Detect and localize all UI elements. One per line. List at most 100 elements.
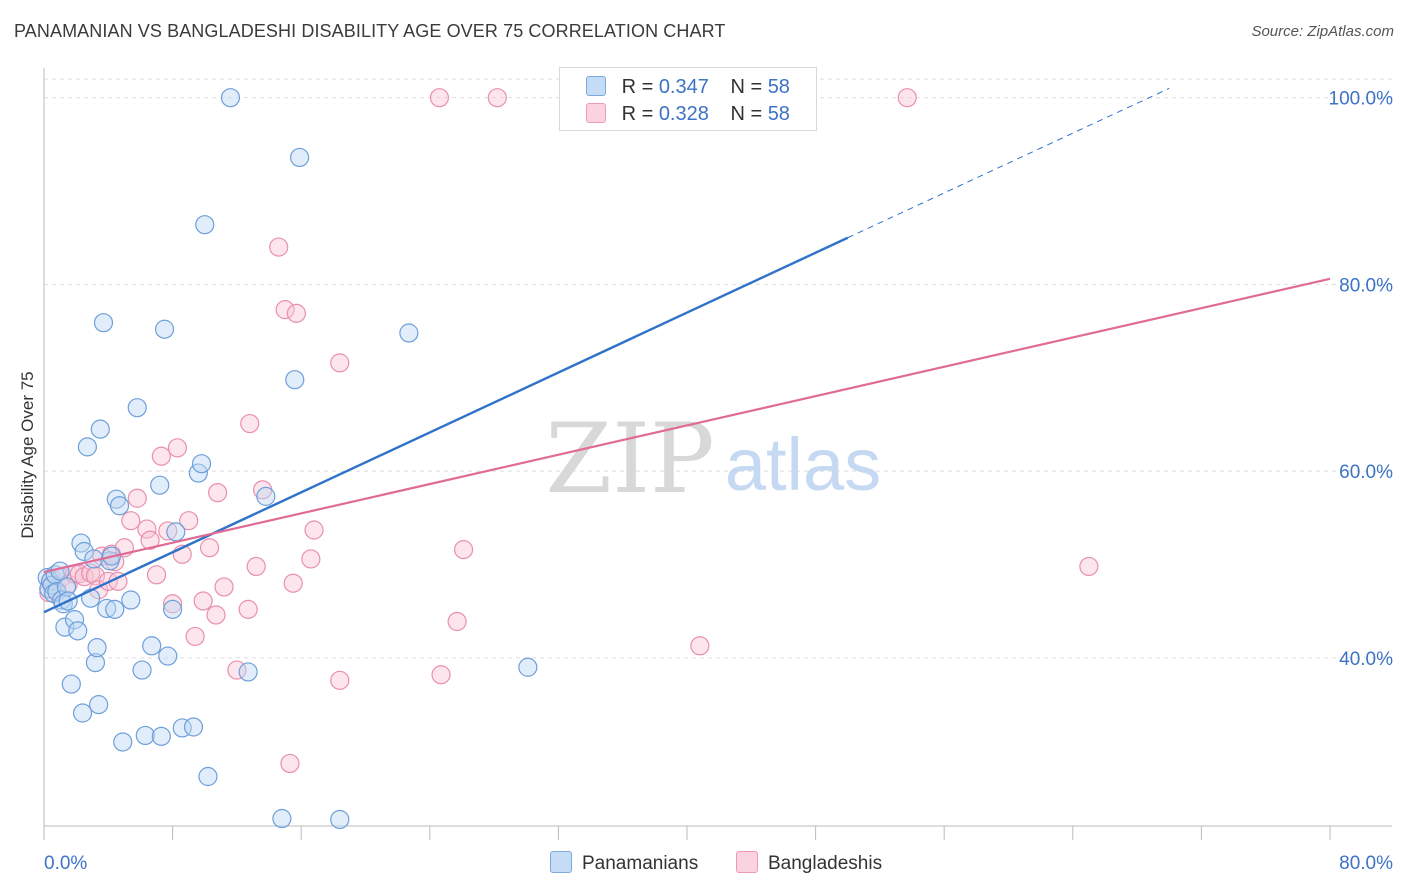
- panamanian-point: [72, 703, 93, 723]
- bangladeshi-point: [240, 413, 260, 434]
- panamanian-point: [121, 590, 141, 610]
- panamanian-point: [81, 588, 101, 608]
- bangladeshi-point: [179, 511, 199, 531]
- bangladeshi-point: [185, 626, 205, 647]
- panamanian-point: [330, 809, 350, 830]
- legend-swatch-blue: [586, 76, 606, 96]
- y-tick-label: 80.0%: [1339, 275, 1393, 296]
- panamanian-point: [77, 437, 98, 457]
- panamanian-point: [109, 496, 130, 516]
- bangladeshi-point: [431, 665, 451, 685]
- bangladeshi-point: [304, 520, 324, 540]
- panamanian-point: [195, 215, 215, 235]
- bangladeshi-point: [206, 605, 226, 625]
- legend-row-bangladeshis: R = 0.328 N = 58: [586, 103, 790, 126]
- bangladeshi-point: [214, 577, 234, 597]
- bangladeshi-point: [158, 521, 178, 541]
- bangladeshi-point: [275, 300, 295, 320]
- legend-row-panamanians: R = 0.347 N = 58: [586, 76, 790, 99]
- bangladeshi-point: [121, 511, 141, 531]
- legend-r-value: 0.347: [658, 76, 709, 98]
- panamanian-point: [272, 808, 292, 829]
- trend-lines: [43, 87, 1331, 614]
- panamanian-point: [158, 646, 178, 666]
- legend-n-value: 58: [767, 103, 790, 125]
- panamanian-point: [518, 657, 538, 677]
- correlation-legend: R = 0.347 N = 58 R = 0.328 N = 58: [559, 67, 817, 131]
- bottom-legend-panamanians: Panamanians: [550, 851, 698, 875]
- panamanian-point: [183, 717, 204, 737]
- source-label: Source: ZipAtlas.com: [1251, 23, 1394, 40]
- panamanian-point: [220, 88, 241, 108]
- panamanian-point: [289, 147, 310, 168]
- panamanian-point: [97, 598, 117, 619]
- legend-r-value: 0.328: [658, 103, 709, 125]
- panamanians-trend-line: [43, 236, 849, 614]
- bangladeshi-point: [146, 565, 167, 585]
- legend-r-label: R =: [621, 76, 654, 98]
- bangladeshi-point: [193, 591, 213, 611]
- x-tick-label: 80.0%: [1339, 853, 1393, 874]
- bangladeshi-point: [151, 446, 171, 466]
- panamanian-point: [61, 674, 81, 694]
- bangladeshi-point: [453, 540, 474, 560]
- bangladeshis-trend-line: [43, 277, 1331, 574]
- bangladeshi-point: [301, 549, 321, 569]
- bangladeshi-point: [429, 88, 450, 108]
- y-tick-label: 40.0%: [1339, 649, 1393, 670]
- panamanian-point: [93, 313, 114, 333]
- panamanian-point: [90, 419, 110, 439]
- bangladeshi-point: [447, 611, 467, 632]
- legend-n-label: N =: [730, 103, 763, 125]
- y-tick-label: 100.0%: [1329, 89, 1394, 110]
- bangladeshi-point: [163, 594, 183, 614]
- panamanian-point: [163, 599, 183, 619]
- legend-n-label: N =: [730, 76, 763, 98]
- watermark: ZIP atlas: [545, 403, 881, 515]
- legend-n-value: 58: [767, 76, 790, 98]
- panamanian-point: [85, 652, 106, 673]
- legend-r-label: R =: [621, 103, 654, 125]
- chart-title: PANAMANIAN VS BANGLADESHI DISABILITY AGE…: [14, 21, 726, 41]
- bangladeshi-point: [487, 88, 507, 108]
- panamanian-point: [150, 475, 170, 495]
- watermark-atlas: atlas: [725, 423, 881, 506]
- panamanians-points: [37, 88, 750, 830]
- bangladeshi-point: [208, 483, 228, 503]
- panamanian-point: [256, 486, 276, 506]
- panamanian-point: [151, 726, 171, 746]
- bangladeshi-point: [127, 488, 147, 508]
- panamanian-point: [238, 662, 258, 682]
- panamanian-point: [89, 695, 109, 715]
- bangladeshi-point: [1079, 556, 1099, 577]
- bangladeshi-point: [897, 88, 917, 108]
- bangladeshis-points: [39, 88, 1099, 774]
- bangladeshi-point: [283, 573, 303, 593]
- bangladeshi-point: [280, 753, 300, 774]
- panamanian-point: [132, 660, 152, 680]
- axes: [43, 68, 1392, 840]
- panamanian-point: [64, 610, 85, 630]
- panamanian-point: [166, 522, 186, 542]
- bottom-legend-bangladeshis: Bangladeshis: [736, 851, 882, 875]
- bangladeshi-point: [269, 237, 289, 257]
- y-tick-label: 60.0%: [1339, 462, 1393, 483]
- panamanian-point: [285, 370, 305, 390]
- bottom-legend-swatch-pink: [736, 851, 758, 873]
- bottom-legend-label: Bangladeshis: [768, 853, 883, 874]
- panamanian-point: [55, 617, 75, 637]
- grid-lines: [44, 78, 1392, 659]
- panamanian-point: [135, 725, 155, 746]
- bangladeshi-point: [137, 519, 157, 539]
- panamanian-point: [68, 621, 88, 641]
- bottom-legend-label: Panamanians: [582, 853, 699, 874]
- bangladeshi-point: [140, 530, 160, 550]
- bangladeshi-point: [199, 538, 220, 558]
- panamanian-point: [198, 766, 218, 787]
- tick-labels: 40.0% 60.0% 80.0% 100.0% 0.0% 80.0%: [44, 89, 1393, 874]
- bangladeshi-point: [286, 303, 306, 323]
- y-axis-label: Disability Age Over 75: [18, 371, 37, 539]
- panamanian-point: [399, 323, 419, 343]
- panamanians-trend-extension: [847, 87, 1170, 239]
